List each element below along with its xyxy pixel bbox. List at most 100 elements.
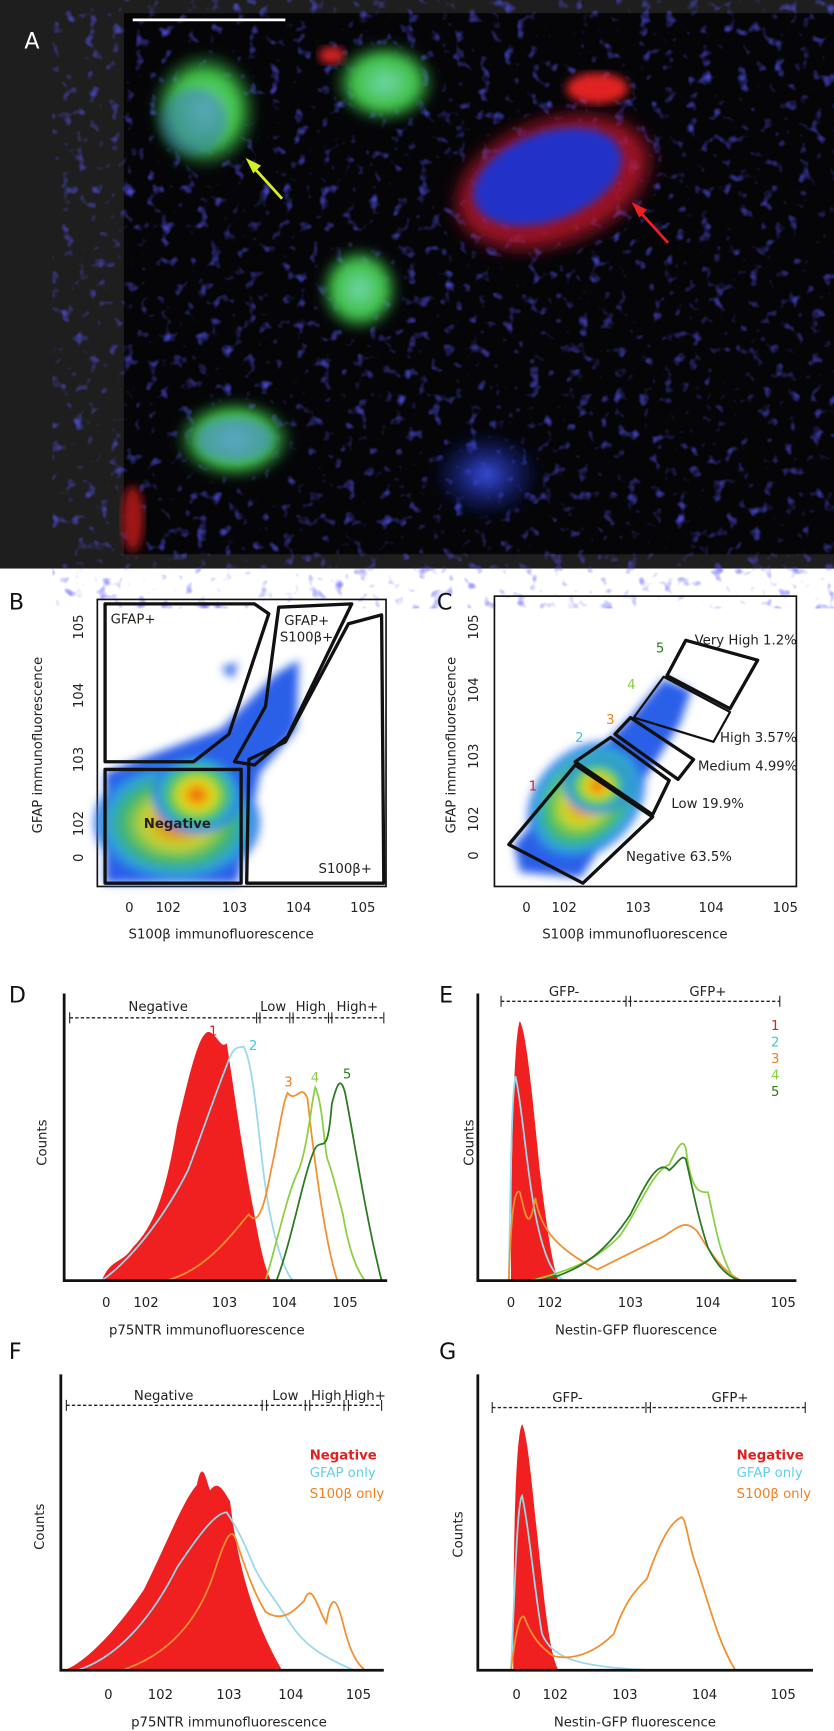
- range-label: High+: [344, 1389, 386, 1404]
- x-tick-label: 103: [222, 901, 247, 916]
- y-axis-title: GFAP immunofluorescence: [445, 657, 460, 834]
- legend-entry: S100β only: [737, 1487, 812, 1502]
- curve-number: 3: [284, 1075, 292, 1090]
- curve-number: 5: [343, 1068, 351, 1083]
- curve-number: 1: [209, 1025, 217, 1040]
- y-tick-label: 105: [467, 614, 482, 639]
- x-tick-label: 105: [350, 901, 375, 916]
- x-tick-label: 103: [216, 1688, 241, 1703]
- y-tick-label: 0: [72, 854, 87, 862]
- y-axis-title: Counts: [451, 1511, 466, 1557]
- x-tick-label: 0: [104, 1688, 112, 1703]
- x-tick-label: 104: [692, 1688, 717, 1703]
- x-tick-label: 103: [618, 1296, 643, 1311]
- y-axis-title: Counts: [35, 1119, 50, 1165]
- histogram: [59, 1374, 384, 1672]
- x-tick-label: 102: [133, 1296, 158, 1311]
- y-tick-label: 102: [72, 811, 87, 836]
- gate-label: GFAP+: [111, 613, 156, 628]
- x-tick-label: 103: [626, 901, 651, 916]
- panel-letter: F: [9, 1339, 22, 1365]
- panel-letter: E: [439, 982, 453, 1008]
- legend-entry: Negative: [310, 1448, 377, 1463]
- range-label: GFP+: [712, 1391, 749, 1406]
- y-axis-title: GFAP immunofluorescence: [31, 657, 46, 834]
- histogram: [476, 1374, 813, 1672]
- x-tick-label: 105: [773, 901, 798, 916]
- x-tick-label: 0: [125, 901, 133, 916]
- legend-entry: GFAP only: [737, 1466, 803, 1481]
- panel-letter: B: [9, 589, 24, 615]
- legend-entry: 2: [771, 1036, 779, 1051]
- curve-number: 4: [311, 1071, 319, 1086]
- gate-label: GFAP+: [284, 614, 329, 629]
- range-label: Negative: [128, 1000, 188, 1015]
- legend-entry: 1: [771, 1019, 779, 1034]
- range-label: GFP+: [689, 985, 726, 1000]
- range-label: GFP-: [552, 1391, 583, 1406]
- x-axis-title: Nestin-GFP fluorescence: [555, 1324, 717, 1339]
- y-tick-label: 104: [467, 677, 482, 702]
- range-label: High+: [336, 1000, 378, 1015]
- gate-number: 2: [575, 731, 583, 746]
- y-tick-label: 103: [467, 744, 482, 769]
- micrograph: [0, 0, 834, 569]
- gate-label: Very High 1.2%: [695, 634, 797, 649]
- legend-entry: S100β only: [310, 1487, 385, 1502]
- x-tick-label: 105: [346, 1688, 371, 1703]
- legend-entry: 3: [771, 1052, 779, 1067]
- x-tick-label: 103: [212, 1296, 237, 1311]
- x-tick-label: 104: [695, 1296, 720, 1311]
- gate-label: S100β+: [280, 630, 333, 645]
- y-axis-title: Counts: [462, 1119, 477, 1165]
- x-tick-label: 104: [272, 1296, 297, 1311]
- x-tick-label: 102: [155, 901, 180, 916]
- y-tick-label: 102: [467, 806, 482, 831]
- x-tick-label: 103: [612, 1688, 637, 1703]
- x-tick-label: 102: [148, 1688, 173, 1703]
- x-tick-label: 105: [770, 1688, 795, 1703]
- y-axis-title: Counts: [33, 1504, 48, 1550]
- panel-letter: C: [437, 589, 452, 615]
- gate-label: Negative: [144, 817, 211, 832]
- panel-letter: A: [24, 29, 39, 55]
- legend-entry: GFAP only: [310, 1466, 376, 1481]
- gate-label: Low 19.9%: [671, 797, 743, 812]
- histogram: [62, 993, 388, 1282]
- y-tick-label: 103: [72, 747, 87, 772]
- gate-label: Medium 4.99%: [698, 760, 797, 775]
- x-tick-label: 105: [332, 1296, 357, 1311]
- x-tick-label: 104: [278, 1688, 303, 1703]
- gate-label: S100β+: [319, 862, 372, 877]
- x-axis-title: p75NTR immunofluorescence: [131, 1716, 327, 1731]
- gate-number: 1: [529, 779, 537, 794]
- legend-entry: 5: [771, 1085, 779, 1100]
- x-tick-label: 0: [512, 1688, 520, 1703]
- density-plot: [94, 598, 387, 888]
- x-tick-label: 104: [286, 901, 311, 916]
- legend-entry: Negative: [737, 1448, 804, 1463]
- density-plot: [493, 595, 798, 888]
- gate-label: High 3.57%: [720, 731, 797, 746]
- x-axis-title: Nestin-GFP fluorescence: [554, 1716, 716, 1731]
- x-tick-label: 0: [522, 901, 530, 916]
- gate-number: 4: [627, 678, 635, 693]
- panel-letter: D: [9, 982, 26, 1008]
- range-label: GFP-: [549, 985, 580, 1000]
- x-axis-title: p75NTR immunofluorescence: [109, 1324, 305, 1339]
- x-axis-title: S100β immunofluorescence: [542, 927, 727, 942]
- gate-number: 3: [606, 713, 614, 728]
- range-label: High: [311, 1389, 341, 1404]
- x-tick-label: 104: [699, 901, 724, 916]
- x-tick-label: 0: [102, 1296, 110, 1311]
- x-tick-label: 0: [507, 1296, 515, 1311]
- y-tick-label: 105: [72, 614, 87, 639]
- legend-entry: 4: [771, 1069, 779, 1084]
- y-tick-label: 0: [467, 851, 482, 859]
- y-tick-label: 104: [72, 683, 87, 708]
- range-label: High: [296, 1000, 326, 1015]
- histogram: [476, 993, 797, 1282]
- gate-number: 5: [656, 641, 664, 656]
